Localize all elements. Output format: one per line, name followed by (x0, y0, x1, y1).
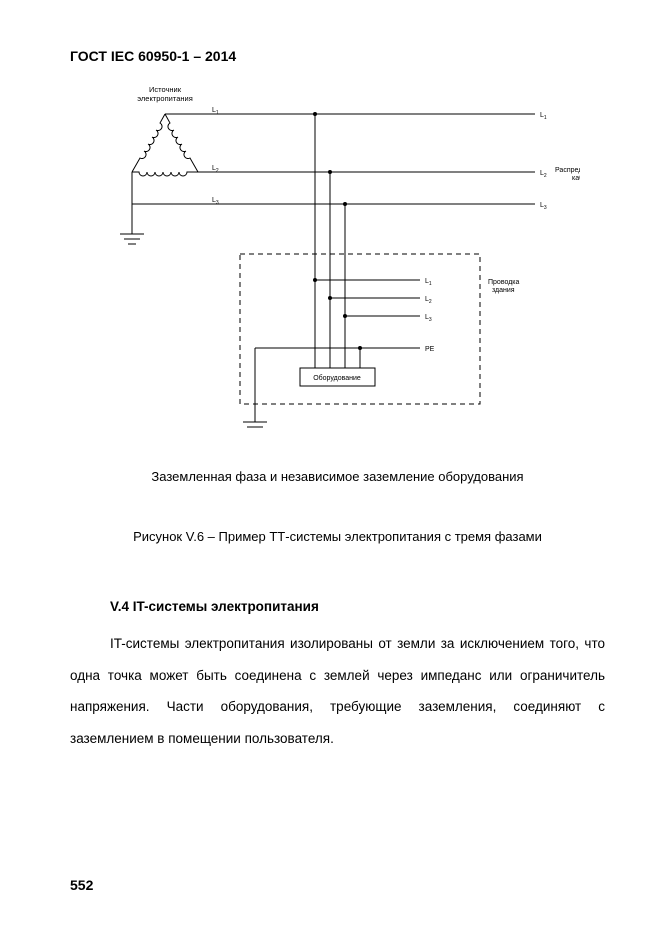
diagram-subtitle: Заземленная фаза и независимое заземлени… (70, 469, 605, 484)
section-heading: V.4 IT-системы электропитания (110, 599, 605, 614)
junction-dot (343, 202, 347, 206)
l2-right-label: L2 (540, 170, 547, 179)
stub-l3-label: L3 (425, 314, 432, 323)
document-page: ГОСТ IEC 60950-1 – 2014 Источник электро… (0, 0, 661, 935)
wiring-label-1: Проводка (488, 279, 519, 286)
page-header: ГОСТ IEC 60950-1 – 2014 (70, 48, 605, 64)
cable-label-2: кабель (572, 174, 580, 182)
l1-left-label: L1 (212, 107, 219, 116)
stub-l1-label: L1 (425, 278, 432, 287)
source-label-2: электропитания (137, 94, 193, 103)
equipment-label: Оборудование (313, 374, 361, 382)
junction-dot (358, 346, 362, 350)
circuit-diagram: Источник электропитания L1 L1 L2 L2 (90, 84, 580, 429)
delta-source-icon (132, 114, 198, 176)
l2-left-label: L2 (212, 165, 219, 174)
junction-dot (313, 112, 317, 116)
cable-label-1: Распределительный (555, 166, 580, 174)
ground-icon-source (120, 234, 144, 244)
pe-label: PE (425, 346, 435, 353)
l1-right-label: L1 (540, 112, 547, 121)
stub-l2-label: L2 (425, 296, 432, 305)
figure-caption: Рисунок V.6 – Пример ТТ-системы электроп… (70, 529, 605, 544)
wiring-label-2: здания (492, 287, 515, 294)
page-number: 552 (70, 877, 93, 893)
l3-right-label: L3 (540, 202, 547, 211)
l3-left-label: L3 (212, 197, 219, 206)
junction-dot (328, 170, 332, 174)
source-label-1: Источник (149, 85, 182, 94)
body-paragraph: IT-системы электропитания изолированы от… (70, 628, 605, 755)
junction-dot (328, 296, 332, 300)
junction-dot (343, 314, 347, 318)
junction-dot (313, 278, 317, 282)
ground-icon-building (243, 422, 267, 429)
